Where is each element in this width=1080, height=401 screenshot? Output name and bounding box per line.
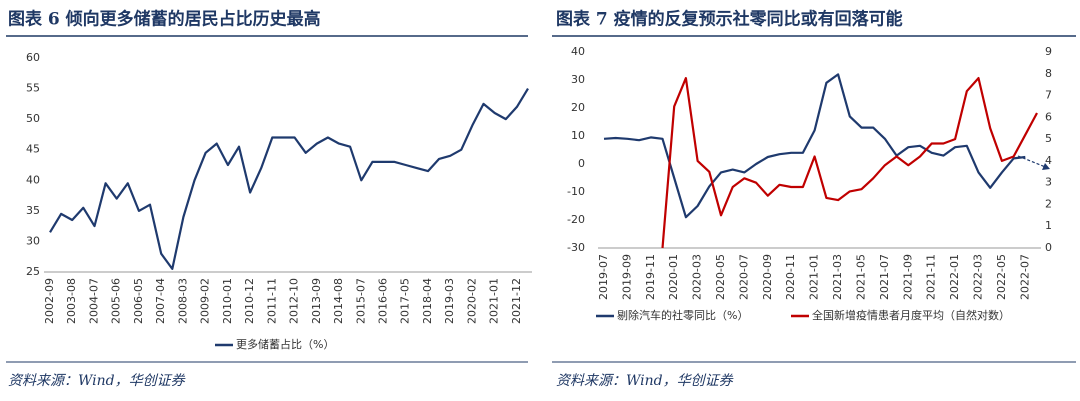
x-tick-label: 2021-01 [488,278,501,324]
y2-tick-label: 2 [1045,197,1052,210]
x-tick-label: 2019-07 [597,254,610,300]
x-tick-label: 2017-05 [399,278,412,324]
y-tick-label: 30 [26,234,40,247]
y-tick-label: -20 [567,213,585,226]
y-tick-label: -30 [567,241,585,254]
x-tick-label: 2021-07 [878,254,891,300]
source: 资料来源：Wind，华创证券 [556,373,734,389]
x-tick-label: 2007-04 [154,278,167,324]
y-tick-label: 25 [26,265,40,278]
x-tick-label: 2016-06 [376,278,389,324]
y-tick-label: 50 [26,112,40,125]
x-tick-label: 2005-06 [110,278,123,324]
x-tick-label: 2021-05 [854,254,867,300]
legend-label: 剔除汽车的社零同比（%） [617,308,748,322]
x-tick-label: 2019-03 [443,278,456,324]
y2-tick-label: 0 [1045,241,1052,254]
x-tick-label: 2010-12 [243,278,256,324]
x-tick-label: 2020-01 [667,254,680,300]
x-tick-label: 2006-05 [132,278,145,324]
y-tick-label: 55 [26,82,40,95]
legend-label: 全国新增疫情患者月度平均（自然对数） [812,308,1010,322]
y-tick-label: 40 [26,173,40,186]
x-tick-label: 2021-03 [831,254,844,300]
y2-tick-label: 6 [1045,110,1052,123]
x-tick-label: 2013-09 [310,278,323,324]
chart-title: 图表 6 倾向更多储蓄的居民占比历史最高 [8,9,321,30]
y2-tick-label: 9 [1045,45,1052,58]
x-tick-label: 2010-01 [221,278,234,324]
x-tick-label: 2019-11 [644,254,657,300]
y2-tick-label: 7 [1045,89,1052,102]
x-tick-label: 2011-11 [265,278,278,324]
x-tick-label: 2009-02 [199,278,212,324]
x-tick-label: 2020-03 [691,254,704,300]
y-tick-label: 10 [571,129,585,142]
y-tick-label: 30 [571,73,585,86]
series-line [603,73,1026,219]
y-tick-label: 20 [571,101,585,114]
x-tick-label: 2003-08 [65,278,78,324]
y-tick-label: -10 [567,185,585,198]
y-tick-label: 35 [26,204,40,217]
x-tick-label: 2021-01 [808,254,821,300]
x-tick-label: 2020-05 [714,254,727,300]
x-tick-label: 2021-11 [925,254,938,300]
x-tick-label: 2019-09 [620,254,633,300]
x-tick-label: 2020-02 [465,278,478,324]
y2-tick-label: 1 [1045,219,1052,232]
y-tick-label: 0 [578,157,585,170]
y-tick-label: 45 [26,143,40,156]
x-tick-label: 2015-07 [354,278,367,324]
x-tick-label: 2014-08 [332,278,345,324]
x-tick-label: 2021-09 [901,254,914,300]
x-tick-label: 2012-10 [288,278,301,324]
chart-title: 图表 7 疫情的反复预示社零同比或有回落可能 [556,9,903,30]
y-tick-label: 40 [571,45,585,58]
x-tick-label: 2021-12 [510,278,523,324]
x-tick-label: 2004-07 [87,278,100,324]
x-tick-label: 2022-07 [1018,254,1031,300]
y-tick-label: 60 [26,51,40,64]
x-tick-label: 2002-09 [43,278,56,324]
series-line [49,88,529,270]
arrow-head [1042,163,1050,170]
x-tick-label: 2022-03 [971,254,984,300]
y2-tick-label: 8 [1045,67,1052,80]
x-tick-label: 2008-03 [176,278,189,324]
y2-tick-label: 3 [1045,176,1052,189]
source: 资料来源：Wind，华创证券 [8,373,186,389]
x-tick-label: 2018-04 [421,278,434,324]
legend-label: 更多储蓄占比（%） [236,337,334,351]
x-tick-label: 2020-07 [737,254,750,300]
series-line [661,77,1038,249]
x-tick-label: 2020-09 [761,254,774,300]
x-tick-label: 2020-11 [784,254,797,300]
x-tick-label: 2022-05 [995,254,1008,300]
y2-tick-label: 5 [1045,132,1052,145]
y2-tick-label: 4 [1045,154,1052,167]
x-tick-label: 2022-01 [948,254,961,300]
